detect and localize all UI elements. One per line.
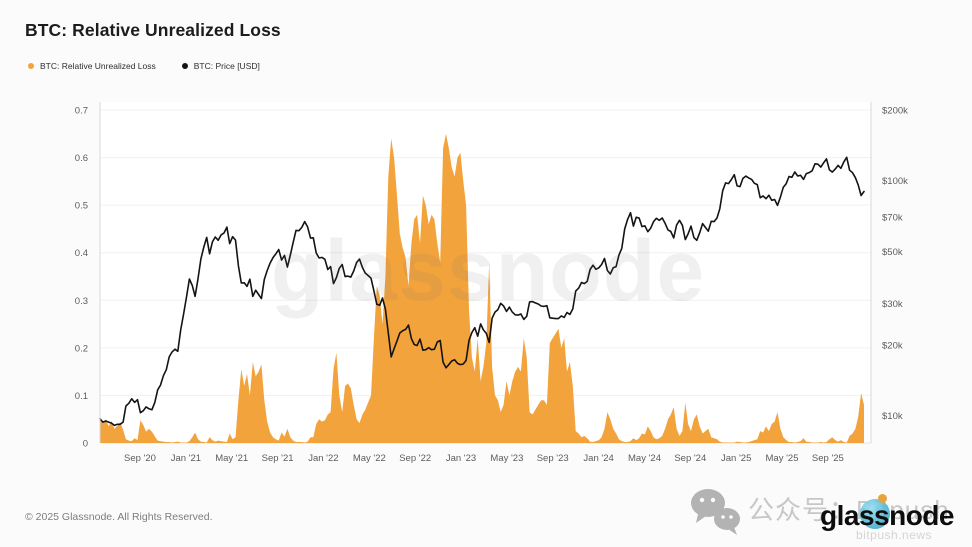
unrealized-loss-area <box>100 133 864 444</box>
svg-text:$200k: $200k <box>882 106 908 117</box>
svg-text:Jan '21: Jan '21 <box>171 453 201 464</box>
bitpush-site-watermark: bitpush.news <box>856 528 933 542</box>
price-line <box>99 156 865 427</box>
glassnode-sphere-icon <box>860 499 890 529</box>
legend-label-price: BTC: Price [USD] <box>193 61 260 71</box>
svg-text:0.4: 0.4 <box>75 248 88 259</box>
copyright-text: © 2025 Glassnode. All Rights Reserved. <box>25 511 213 523</box>
svg-text:May '25: May '25 <box>766 453 799 464</box>
svg-text:May '24: May '24 <box>628 453 661 464</box>
svg-text:Sep '24: Sep '24 <box>674 453 706 464</box>
svg-text:$100k: $100k <box>882 176 908 187</box>
glassnode-accent-dot-icon <box>878 494 887 503</box>
svg-text:Sep '25: Sep '25 <box>812 453 844 464</box>
svg-text:0.2: 0.2 <box>75 343 88 354</box>
svg-text:Jan '22: Jan '22 <box>308 453 338 464</box>
svg-text:0.1: 0.1 <box>75 391 88 402</box>
svg-text:$70k: $70k <box>882 213 903 224</box>
svg-text:$10k: $10k <box>882 411 903 422</box>
svg-text:Jan '24: Jan '24 <box>583 453 613 464</box>
svg-text:Jan '23: Jan '23 <box>446 453 476 464</box>
svg-text:0.6: 0.6 <box>75 153 88 164</box>
svg-text:Sep '22: Sep '22 <box>399 453 431 464</box>
svg-text:0.3: 0.3 <box>75 296 88 307</box>
orange-series-dot-icon <box>28 63 34 69</box>
wechat-icon <box>691 489 740 535</box>
svg-text:Sep '23: Sep '23 <box>537 453 569 464</box>
glassnode-wordmark: glassnode <box>820 500 954 531</box>
legend-item-price[interactable]: BTC: Price [USD] <box>181 61 260 71</box>
chart-legend: BTC: Relative Unrealized Loss BTC: Price… <box>28 61 260 71</box>
glassnode-logo: glassnode <box>820 494 972 534</box>
svg-text:Jan '25: Jan '25 <box>721 453 751 464</box>
page-title: BTC: Relative Unrealized Loss <box>25 20 281 40</box>
footer-brand-area: 公众号：Bitpush glassnode bitpush.news <box>680 484 972 547</box>
svg-text:0: 0 <box>83 439 88 450</box>
wechat-account-watermark: 公众号：Bitpush <box>748 495 950 525</box>
svg-text:May '22: May '22 <box>353 453 386 464</box>
svg-text:0.7: 0.7 <box>75 106 88 117</box>
svg-text:Sep '20: Sep '20 <box>124 453 156 464</box>
legend-item-unrealized-loss[interactable]: BTC: Relative Unrealized Loss <box>28 61 156 71</box>
svg-text:$30k: $30k <box>882 299 903 310</box>
svg-text:$20k: $20k <box>882 341 903 352</box>
svg-text:May '23: May '23 <box>490 453 523 464</box>
svg-text:$50k: $50k <box>882 247 903 258</box>
svg-text:0.5: 0.5 <box>75 201 88 212</box>
svg-text:May '21: May '21 <box>215 453 248 464</box>
svg-text:Sep '21: Sep '21 <box>262 453 294 464</box>
black-series-dot-icon <box>181 63 188 69</box>
legend-label-unrealized-loss: BTC: Relative Unrealized Loss <box>40 61 156 71</box>
